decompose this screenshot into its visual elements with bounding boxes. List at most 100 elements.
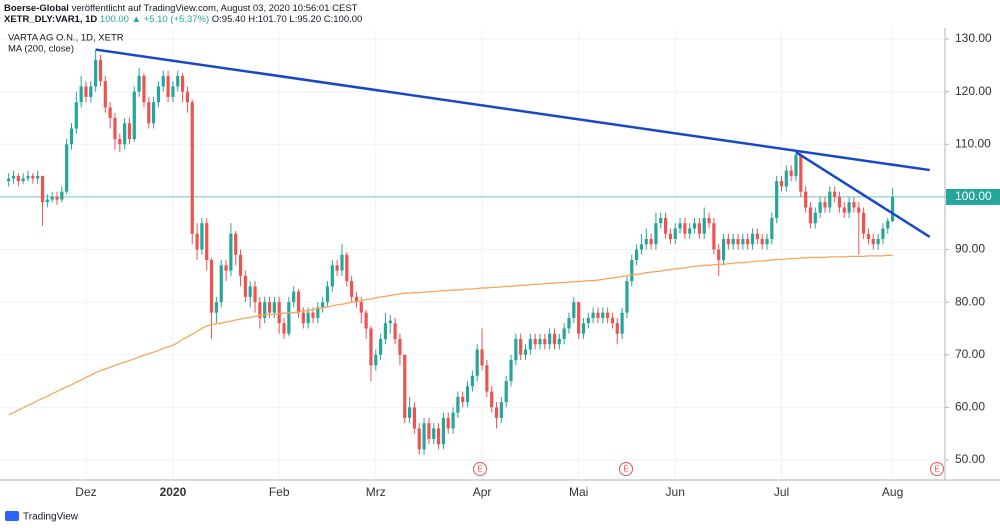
- candle-body: [567, 317, 571, 329]
- last: 100.00: [100, 14, 129, 25]
- symbol-line: XETR_DLY:VAR1, 1D 100.00 ▲ +5.10 (+5.37%…: [4, 14, 362, 25]
- candle-body: [224, 265, 228, 271]
- candle-body: [103, 81, 107, 108]
- candle-body: [89, 86, 93, 97]
- candle-body: [528, 338, 532, 350]
- candle-body: [876, 239, 880, 245]
- candle-body: [504, 381, 508, 403]
- candle-body: [572, 302, 576, 318]
- candle-body: [717, 249, 721, 261]
- ohlc: O:95.40 H:101.70 L:95.20 C:100.00: [212, 14, 363, 25]
- candle-body: [581, 323, 586, 334]
- candle-body: [45, 199, 49, 203]
- header-line: Boerse-Global veröffentlicht auf Trading…: [4, 3, 358, 14]
- event-marker: [473, 462, 487, 476]
- candle-body: [432, 428, 436, 439]
- candle-body: [161, 75, 165, 87]
- candle-body: [577, 302, 581, 334]
- candle-body: [779, 181, 784, 187]
- candle-body: [606, 312, 610, 318]
- x-tick-label: Mai: [569, 485, 588, 499]
- x-tick-label: Mrz: [366, 485, 386, 499]
- candle-body: [123, 123, 127, 145]
- candle-body: [238, 254, 243, 276]
- candle-body: [180, 75, 185, 92]
- logo-icon: [5, 511, 19, 521]
- candle-body: [340, 254, 344, 271]
- candle-body: [485, 365, 489, 392]
- trendline: [795, 151, 931, 238]
- candle-body: [649, 239, 653, 245]
- candle-body: [663, 217, 668, 234]
- x-tick-label: Apr: [473, 485, 492, 499]
- ma-line: [8, 254, 893, 416]
- candle-body: [635, 249, 639, 261]
- candle-body: [697, 223, 701, 234]
- candle-body: [229, 233, 233, 271]
- candle-body: [127, 123, 132, 140]
- legend-ma: MA (200, close): [8, 44, 74, 55]
- x-tick-label: Jun: [666, 485, 685, 499]
- candle-body: [94, 60, 98, 87]
- x-tick-label: Jul: [774, 485, 789, 499]
- candle-body: [683, 223, 687, 234]
- candle-body: [26, 175, 30, 179]
- candle-body: [263, 302, 267, 318]
- event-label: E: [623, 465, 628, 474]
- candle-body: [335, 265, 339, 271]
- candle-body: [828, 191, 832, 208]
- last-price-tag: [946, 188, 1000, 205]
- y-tick-label: 120.00: [955, 84, 992, 98]
- candle-body: [470, 375, 474, 387]
- candle-body: [721, 239, 726, 261]
- candle-body: [296, 291, 301, 313]
- candle-body: [74, 102, 78, 129]
- candle-body: [480, 349, 484, 366]
- event-marker: [619, 462, 633, 476]
- candle-body: [862, 212, 866, 234]
- candle-body: [398, 338, 402, 355]
- candle-body: [770, 217, 774, 240]
- candle-body: [16, 175, 20, 182]
- candle-body: [736, 239, 740, 245]
- y-tick-label: 90.00: [955, 242, 985, 256]
- candle-body: [209, 260, 214, 313]
- candle-body: [306, 312, 310, 324]
- candle-body: [369, 328, 373, 366]
- last-price-label: 100.00: [955, 189, 992, 203]
- candle-body: [142, 75, 146, 103]
- candle-body: [659, 217, 663, 224]
- y-tick-label: 50.00: [955, 452, 985, 466]
- candle-body: [253, 286, 257, 303]
- candle-body: [79, 86, 83, 103]
- candle-body: [881, 228, 885, 240]
- candle-body: [509, 360, 513, 382]
- candle-body: [301, 312, 305, 324]
- candle-body: [755, 233, 759, 240]
- candle-body: [644, 239, 648, 245]
- candle-body: [557, 338, 561, 345]
- candle-body: [205, 223, 209, 261]
- candle-body: [678, 223, 682, 229]
- y-tick-label: 80.00: [955, 294, 985, 308]
- candle-body: [712, 223, 716, 250]
- candle-body: [248, 286, 252, 297]
- candle-body: [847, 202, 851, 213]
- x-tick-label: Aug: [882, 485, 903, 499]
- candle-body: [267, 302, 272, 313]
- x-tick-label: Dez: [75, 485, 96, 499]
- candle-body: [350, 281, 354, 297]
- candle-body: [562, 328, 566, 339]
- candle-body: [620, 312, 624, 334]
- candle-body: [813, 212, 817, 224]
- candle-body: [156, 86, 161, 103]
- candle-body: [195, 233, 199, 250]
- symbol: XETR_DLY:VAR1, 1D: [4, 14, 97, 25]
- candle-body: [412, 407, 417, 429]
- candle-body: [422, 423, 426, 450]
- candle-body: [794, 154, 798, 176]
- event-label: E: [934, 465, 939, 474]
- candle-body: [837, 196, 842, 208]
